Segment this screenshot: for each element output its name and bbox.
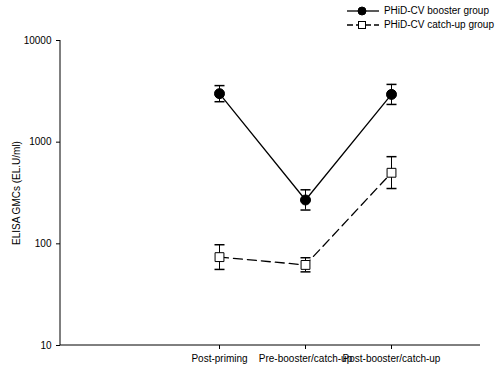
svg-text:1000: 1000 <box>29 136 52 147</box>
svg-text:100: 100 <box>35 238 52 249</box>
svg-text:10: 10 <box>40 340 52 351</box>
svg-text:Post-booster/catch-up: Post-booster/catch-up <box>343 353 441 364</box>
html-text:PHiD-CV booster group: PHiD-CV booster group <box>384 5 489 16</box>
svg-text:Post-priming: Post-priming <box>191 353 247 364</box>
svg-text:Pre-booster/catch-up: Pre-booster/catch-up <box>259 353 353 364</box>
svg-text:10000: 10000 <box>24 35 52 46</box>
html-text:PHiD-CV catch-up group: PHiD-CV catch-up group <box>384 19 494 30</box>
svg-text:ELISA GMCs (EL.U/ml): ELISA GMCs (EL.U/ml) <box>11 141 22 245</box>
